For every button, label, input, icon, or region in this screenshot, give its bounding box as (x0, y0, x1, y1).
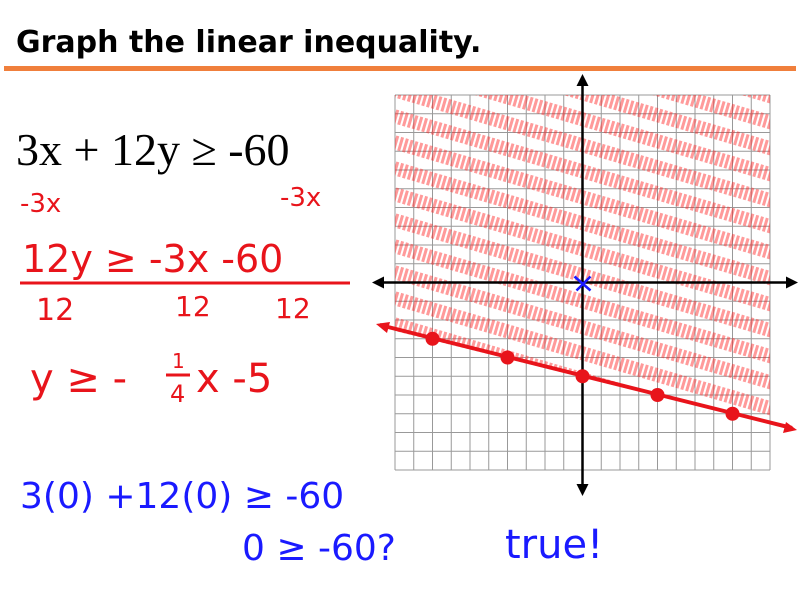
handwritten-step: 12 (175, 290, 211, 323)
arrow (786, 276, 798, 289)
plotted-point (575, 369, 590, 384)
arrow (576, 74, 589, 86)
equation: 3x + 12y ≥ -60 (16, 124, 290, 175)
fraction-denominator: 4 (170, 380, 185, 408)
shade-stroke (395, 131, 770, 265)
shade-stroke (395, 95, 770, 161)
fraction-numerator: 1 (172, 349, 185, 373)
test-point-mark (573, 275, 592, 292)
handwritten-check: true! (505, 522, 603, 568)
shade-stroke (395, 261, 770, 395)
arrow (372, 276, 384, 289)
shade-stroke (395, 287, 770, 421)
plotted-point (650, 388, 665, 402)
handwritten-step: x -5 (196, 356, 272, 402)
shading (380, 0, 790, 424)
arrow (376, 322, 390, 333)
handwritten-step: y ≥ - (30, 356, 127, 402)
plotted-point (500, 350, 515, 365)
plotted-point (725, 406, 740, 421)
plotted-point (425, 331, 440, 346)
shade-stroke (395, 95, 770, 135)
shade-stroke (395, 95, 770, 187)
shade-stroke (395, 209, 770, 343)
handwritten-step: 12y ≥ -3x -60 (22, 237, 283, 281)
shade-stroke (395, 95, 770, 213)
handwritten-step: 12 (36, 293, 74, 328)
arrow (576, 484, 589, 496)
shade-stroke (395, 157, 770, 291)
shade-stroke (380, 0, 790, 24)
title: Graph the linear inequality. (16, 25, 481, 60)
shade-stroke (395, 105, 770, 239)
handwritten-step: -3x (20, 189, 61, 219)
handwritten-check: 0 ≥ -60? (242, 528, 396, 569)
graph (372, 0, 798, 496)
handwritten-step: -3x (280, 183, 321, 213)
title-rule (4, 66, 796, 71)
shade-stroke (395, 235, 770, 369)
handwritten-check: 3(0) +12(0) ≥ -60 (20, 476, 344, 517)
arrow (783, 422, 797, 433)
handwritten-step: 12 (275, 292, 311, 325)
shade-stroke (395, 183, 770, 317)
